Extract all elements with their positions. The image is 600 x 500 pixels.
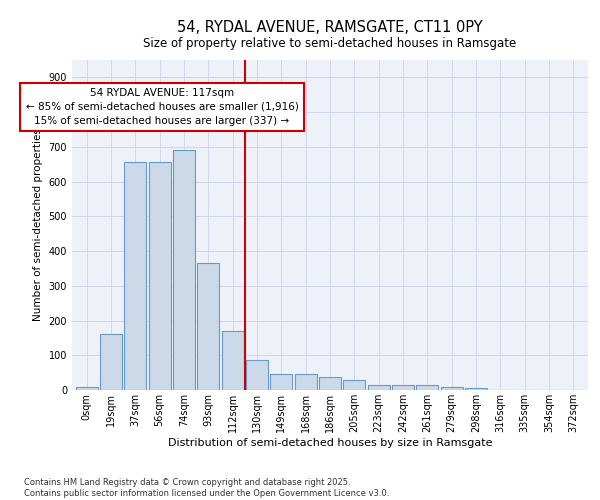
Bar <box>246 360 268 390</box>
Text: 54 RYDAL AVENUE: 117sqm
← 85% of semi-detached houses are smaller (1,916)
15% of: 54 RYDAL AVENUE: 117sqm ← 85% of semi-de… <box>26 88 298 126</box>
Text: 54, RYDAL AVENUE, RAMSGATE, CT11 0PY: 54, RYDAL AVENUE, RAMSGATE, CT11 0PY <box>177 20 483 35</box>
Bar <box>271 374 292 390</box>
Bar <box>197 263 219 390</box>
Bar <box>465 388 487 390</box>
Bar <box>76 387 98 390</box>
Bar <box>392 386 414 390</box>
X-axis label: Distribution of semi-detached houses by size in Ramsgate: Distribution of semi-detached houses by … <box>168 438 492 448</box>
Bar <box>295 374 317 390</box>
Bar <box>441 386 463 390</box>
Bar <box>368 385 389 390</box>
Bar <box>319 377 341 390</box>
Y-axis label: Number of semi-detached properties: Number of semi-detached properties <box>33 128 43 322</box>
Bar <box>100 334 122 390</box>
Bar <box>149 162 170 390</box>
Bar <box>124 162 146 390</box>
Text: Size of property relative to semi-detached houses in Ramsgate: Size of property relative to semi-detach… <box>143 38 517 51</box>
Bar <box>173 150 195 390</box>
Text: Contains HM Land Registry data © Crown copyright and database right 2025.
Contai: Contains HM Land Registry data © Crown c… <box>24 478 389 498</box>
Bar <box>416 386 439 390</box>
Bar <box>343 380 365 390</box>
Bar <box>221 331 244 390</box>
